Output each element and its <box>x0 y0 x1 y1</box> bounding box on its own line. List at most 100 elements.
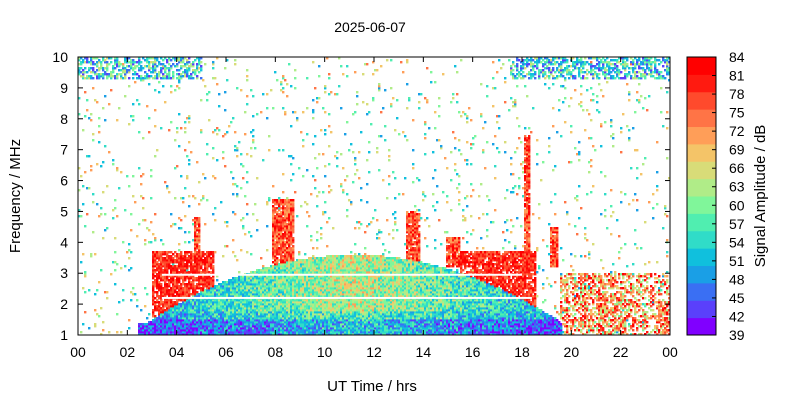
heatmap-cell <box>182 71 185 74</box>
heatmap-cell <box>158 303 161 306</box>
heatmap-cell <box>264 267 267 270</box>
heatmap-cell <box>224 293 227 296</box>
heatmap-cell <box>114 59 117 62</box>
heatmap-cell <box>196 321 199 324</box>
heatmap-cell <box>240 291 243 294</box>
heatmap-cell <box>226 305 229 308</box>
heatmap-cell <box>152 291 155 294</box>
heatmap-cell <box>274 71 277 74</box>
heatmap-cell <box>190 315 193 318</box>
heatmap-cell <box>208 279 211 282</box>
heatmap-cell <box>198 71 201 74</box>
heatmap-cell <box>216 315 219 318</box>
heatmap-cell <box>126 61 129 64</box>
heatmap-cell <box>274 323 277 326</box>
heatmap-cell <box>190 277 193 280</box>
heatmap-cell <box>284 257 287 260</box>
heatmap-cell <box>194 229 197 232</box>
heatmap-cell <box>272 247 275 250</box>
heatmap-cell <box>270 329 273 332</box>
heatmap-cell <box>268 299 271 302</box>
heatmap-cell <box>112 217 115 220</box>
heatmap-cell <box>200 65 203 68</box>
heatmap-cell <box>160 295 163 298</box>
heatmap-cell <box>152 63 155 66</box>
heatmap-cell <box>230 289 233 292</box>
heatmap-cell <box>198 221 201 224</box>
heatmap-cell <box>178 327 181 330</box>
heatmap-cell <box>160 331 163 334</box>
heatmap-cell <box>178 323 181 326</box>
heatmap-cell <box>208 291 211 294</box>
heatmap-cell <box>222 301 225 304</box>
heatmap-cell <box>166 317 169 320</box>
heatmap-cell <box>288 63 291 66</box>
heatmap-cell <box>280 239 283 242</box>
heatmap-cell <box>202 195 205 198</box>
heatmap-cell <box>132 103 135 106</box>
heatmap-cell <box>236 303 239 306</box>
heatmap-cell <box>218 329 221 332</box>
heatmap-cell <box>160 307 163 310</box>
heatmap-cell <box>192 287 195 290</box>
heatmap-cell <box>250 131 253 134</box>
heatmap-cell <box>190 309 193 312</box>
heatmap-cell <box>192 319 195 322</box>
heatmap-cell <box>154 329 157 332</box>
heatmap-cell <box>200 291 203 294</box>
heatmap-cell <box>214 305 217 308</box>
heatmap-cell <box>248 311 251 314</box>
heatmap-cell <box>194 227 197 230</box>
heatmap-cell <box>252 317 255 320</box>
heatmap-cell <box>200 129 203 132</box>
heatmap-cell <box>282 245 285 248</box>
heatmap-cell <box>218 287 221 290</box>
heatmap-cell <box>240 325 243 328</box>
heatmap-cell <box>80 71 83 74</box>
heatmap-cell <box>138 167 141 170</box>
heatmap-cell <box>256 177 259 180</box>
heatmap-cell <box>170 65 173 68</box>
heatmap-cell <box>214 317 217 320</box>
heatmap-cell <box>180 331 183 334</box>
heatmap-cell <box>282 313 285 316</box>
heatmap-cell <box>162 333 165 336</box>
heatmap-cell <box>252 295 255 298</box>
heatmap-cell <box>276 261 279 264</box>
heatmap-cell <box>78 67 81 70</box>
heatmap-cell <box>284 221 287 224</box>
heatmap-cell <box>144 243 147 246</box>
heatmap-cell <box>224 321 227 324</box>
heatmap-cell <box>152 259 155 262</box>
heatmap-cell <box>170 309 173 312</box>
heatmap-cell <box>190 333 193 336</box>
heatmap-cell <box>246 251 249 254</box>
heatmap-cell <box>130 251 133 254</box>
heatmap-cell <box>270 287 273 290</box>
heatmap-cell <box>154 285 157 288</box>
heatmap-cell <box>270 307 273 310</box>
heatmap-cell <box>172 311 175 314</box>
heatmap-cell <box>188 65 191 68</box>
heatmap-cell <box>280 229 283 232</box>
heatmap-cell <box>160 277 163 280</box>
heatmap-cell <box>122 65 125 68</box>
heatmap-cell <box>176 315 179 318</box>
heatmap-cell <box>172 289 175 292</box>
heatmap-cell <box>282 267 285 270</box>
heatmap-cell <box>168 323 171 326</box>
heatmap-cell <box>190 281 193 284</box>
heatmap-cell <box>106 61 109 64</box>
heatmap-cell <box>262 307 265 310</box>
heatmap-cell <box>164 303 167 306</box>
heatmap-cell <box>186 257 189 260</box>
heatmap-cell <box>132 59 135 62</box>
heatmap-cell <box>144 71 147 74</box>
heatmap-cell <box>274 311 277 314</box>
heatmap-cell <box>304 253 307 256</box>
heatmap-cell <box>244 293 247 296</box>
heatmap-cell <box>276 313 279 316</box>
heatmap-cell <box>158 289 161 292</box>
heatmap-cell <box>264 329 267 332</box>
heatmap-cell <box>272 257 275 260</box>
